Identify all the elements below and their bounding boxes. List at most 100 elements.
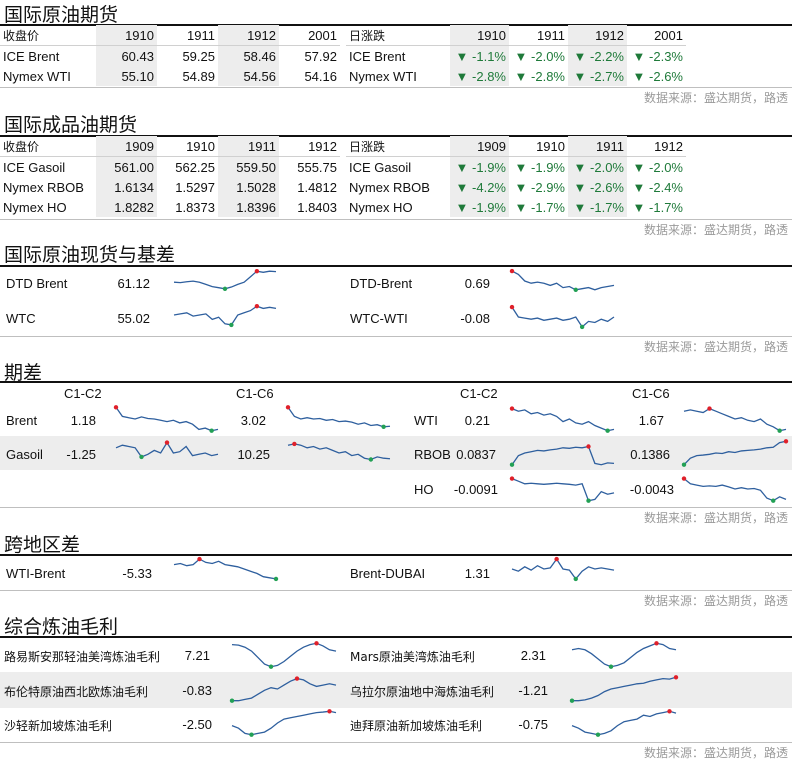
spread-value: 0.21 <box>464 413 490 428</box>
spread-name: RBOB <box>414 447 451 462</box>
price-cell: 1.4812 <box>297 179 337 195</box>
instrument-name: Nymex RBOB <box>3 179 84 195</box>
sparkline-chart <box>173 556 279 582</box>
header-contract: 1912 <box>568 25 627 46</box>
price-cell: 1.8373 <box>175 199 215 215</box>
sparkline-low-marker <box>573 576 578 582</box>
header-contract: 1912 <box>218 25 279 46</box>
margin-value: 2.31 <box>520 648 546 663</box>
data-source-note: 数据来源：盛达期货，路透 <box>643 511 788 525</box>
price-cell: 1.6134 <box>96 177 157 197</box>
instrument-name: ICE Gasoil <box>3 159 66 175</box>
sparkline-high-marker <box>292 441 297 447</box>
price-cell: 1.5028 <box>218 177 279 197</box>
header-contract: 1911 <box>157 25 218 46</box>
section-divider <box>0 636 792 638</box>
section-divider <box>0 265 792 267</box>
data-source-note: 数据来源：盛达期货，路透 <box>643 91 788 105</box>
change-cell: ▼ -1.9% <box>450 156 509 177</box>
section-title-spreads: 期差 <box>4 362 43 384</box>
table-row: ICE Gasoil ▼ -1.9% ▼ -1.9% ▼ -2.0% ▼ -2.… <box>346 156 686 177</box>
sparkline-chart <box>511 556 615 582</box>
sparkline-high-marker <box>586 444 591 449</box>
sparkline-high-marker <box>294 676 300 681</box>
sparkline-chart <box>115 440 219 460</box>
sparkline-chart <box>569 675 679 703</box>
data-source-note: 数据来源：盛达期货，路透 <box>643 594 788 608</box>
price-cell: 57.92 <box>304 48 337 64</box>
section-title-regional: 跨地区差 <box>4 534 81 556</box>
sparkline-series <box>572 676 677 702</box>
change-cell: ▼ -1.9% <box>514 159 565 175</box>
change-cell: ▼ -2.7% <box>568 66 627 86</box>
table-row: Nymex WTI ▼ -2.8% ▼ -2.8% ▼ -2.7% ▼ -2.6… <box>346 66 686 86</box>
header-close-price: 收盘价 <box>0 25 96 46</box>
change-cell: ▼ -2.6% <box>568 177 627 197</box>
price-cell: 60.43 <box>96 45 157 66</box>
sparkline-series <box>231 642 337 668</box>
sparkline-chart <box>571 709 677 737</box>
source-divider <box>0 590 792 591</box>
price-cell: 59.25 <box>182 48 215 64</box>
margin-name: 路易斯安那轻油美湾炼油毛利 <box>4 650 161 664</box>
section-title-product-futures: 国际成品油期货 <box>4 114 138 136</box>
header-contract: 1910 <box>157 136 218 157</box>
sparkline-high-marker <box>509 476 515 481</box>
sparkline-chart <box>683 406 787 433</box>
change-cell: ▼ -1.7% <box>568 197 627 217</box>
sparkline-series <box>571 710 677 736</box>
change-cell: ▼ -2.0% <box>632 159 683 175</box>
sparkline-low-marker <box>368 457 374 462</box>
sparkline-series <box>287 406 391 428</box>
sparkline-series <box>231 710 337 736</box>
sparkline-high-marker <box>254 269 260 274</box>
spread-value: 1.67 <box>638 413 664 428</box>
regional-value: -5.33 <box>122 566 152 581</box>
instrument-name: Nymex WTI <box>349 68 417 84</box>
spread-name: WTI <box>414 413 438 428</box>
sparkline-series <box>511 477 615 502</box>
sparkline-low-marker <box>681 462 687 467</box>
sparkline-low-marker <box>586 498 591 503</box>
source-divider <box>0 336 792 337</box>
margin-value: -1.21 <box>518 683 548 698</box>
sparkline-high-marker <box>113 405 119 410</box>
sparkline-high-marker <box>327 709 332 714</box>
change-cell: ▼ -2.8% <box>514 68 565 84</box>
product-price-table: 收盘价 1909 1910 1911 1912 ICE Gasoil 561.0… <box>0 136 340 217</box>
sparkline-series <box>115 406 219 432</box>
price-cell: 555.75 <box>297 159 337 175</box>
table-row: Nymex RBOB ▼ -4.2% ▼ -2.9% ▼ -2.6% ▼ -2.… <box>346 177 686 197</box>
table-row: Nymex HO ▼ -1.9% ▼ -1.7% ▼ -1.7% ▼ -1.7% <box>346 197 686 217</box>
sparkline-low-marker <box>209 428 214 433</box>
crude-change-table: 日涨跌 1910 1911 1912 2001 ICE Brent ▼ -1.1… <box>346 25 686 86</box>
header-contract: 1912 <box>627 136 686 157</box>
header-close-price: 收盘价 <box>0 136 96 157</box>
margin-name: 布伦特原油西北欧炼油毛利 <box>4 685 149 699</box>
sparkline-high-marker <box>673 675 679 680</box>
sparkline-chart <box>113 405 219 433</box>
sparkline-low-marker <box>273 576 279 582</box>
sparkline-high-marker <box>654 641 659 646</box>
margin-name: 沙轻新加坡炼油毛利 <box>4 719 113 733</box>
sparkline-low-marker <box>579 324 585 330</box>
spread-value: -0.0091 <box>453 482 498 497</box>
instrument-name: Nymex HO <box>3 199 67 215</box>
sparkline-series <box>511 445 615 466</box>
sparkline-low-marker <box>771 498 776 503</box>
sparkline-high-marker <box>164 440 170 445</box>
change-cell: ▼ -1.7% <box>632 199 683 215</box>
regional-name: Brent-DUBAI <box>350 566 426 581</box>
header-contract: 1910 <box>450 25 509 46</box>
header-contract: 1911 <box>568 136 627 157</box>
price-cell: 562.25 <box>175 159 215 175</box>
header-contract: 1912 <box>279 136 340 157</box>
data-source-note: 数据来源：盛达期货，路透 <box>643 340 788 354</box>
price-cell: 1.8403 <box>297 199 337 215</box>
sparkline-low-marker <box>608 664 614 669</box>
crude-price-table: 收盘价 1910 1911 1912 2001 ICE Brent 60.43 … <box>0 25 340 86</box>
table-row: ICE Brent 60.43 59.25 58.46 57.92 <box>0 45 340 66</box>
sparkline-series <box>511 557 615 580</box>
sparkline-series <box>571 642 677 668</box>
sparkline-series <box>173 558 277 580</box>
